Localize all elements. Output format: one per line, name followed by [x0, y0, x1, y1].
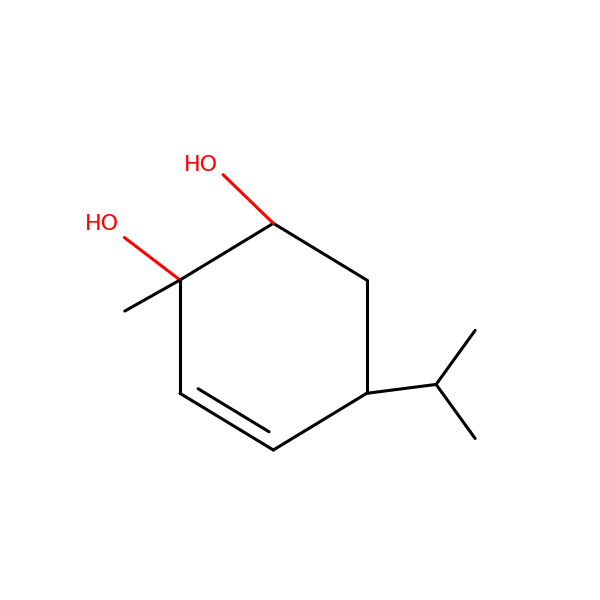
Text: HO: HO — [184, 155, 218, 175]
Text: HO: HO — [85, 214, 119, 234]
